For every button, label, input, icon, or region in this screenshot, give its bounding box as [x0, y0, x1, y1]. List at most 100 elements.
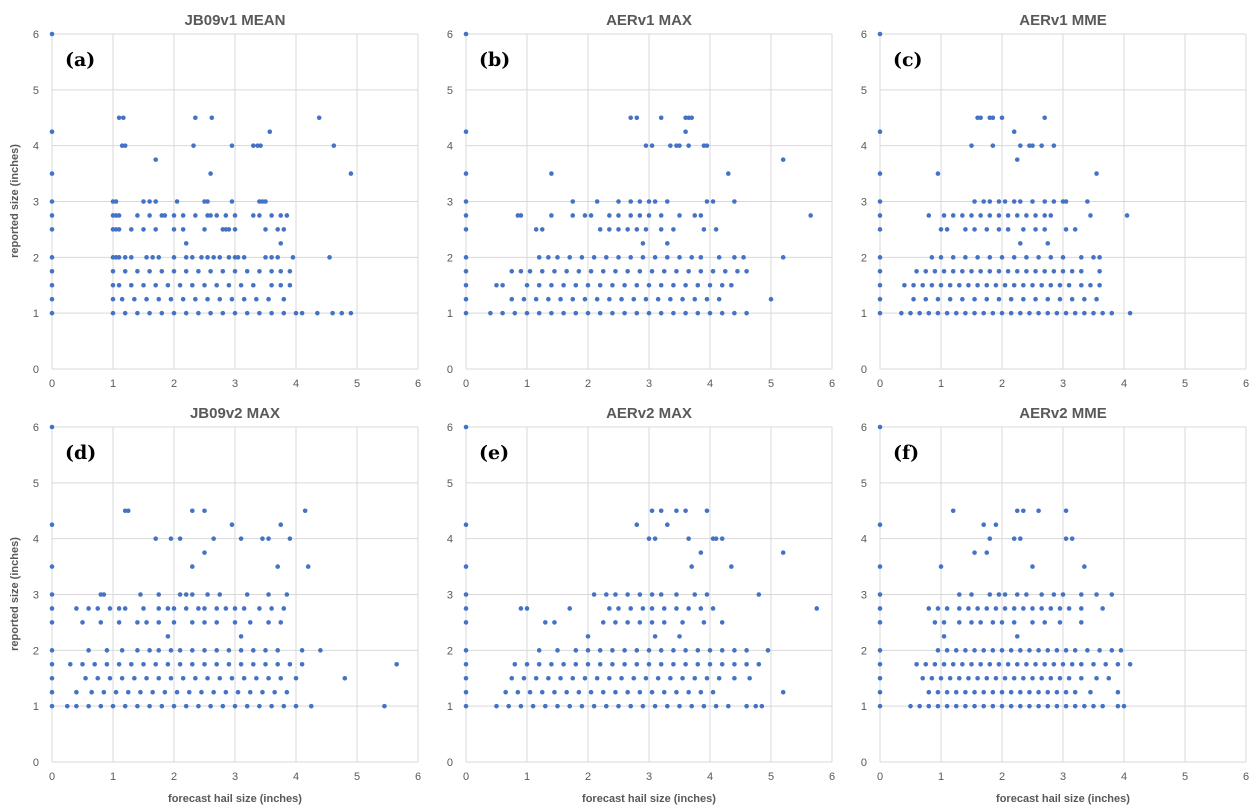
- data-point: [877, 648, 883, 653]
- data-point: [877, 522, 883, 528]
- data-point: [908, 703, 913, 709]
- data-point: [941, 268, 947, 274]
- data-point: [1042, 115, 1047, 121]
- data-point: [1011, 536, 1017, 541]
- data-point: [972, 296, 977, 302]
- data-point: [658, 592, 664, 597]
- data-point: [1018, 199, 1023, 204]
- data-point: [1085, 199, 1090, 204]
- data-point: [1088, 689, 1093, 695]
- data-point: [278, 620, 284, 625]
- data-point: [726, 171, 731, 176]
- data-point: [558, 296, 563, 302]
- data-point: [1097, 648, 1102, 653]
- y-tick-label: 1: [33, 308, 39, 320]
- data-point: [1054, 310, 1060, 316]
- data-point: [911, 296, 916, 302]
- data-point: [616, 703, 621, 709]
- x-tick-label: 2: [585, 378, 591, 390]
- data-point: [1027, 689, 1032, 695]
- data-point: [929, 282, 935, 288]
- data-point: [941, 620, 947, 625]
- data-point: [275, 648, 281, 653]
- data-point: [680, 620, 685, 625]
- data-point: [570, 675, 576, 681]
- data-point: [963, 310, 968, 316]
- data-point: [877, 564, 883, 569]
- data-point: [1033, 268, 1038, 274]
- data-point: [86, 606, 91, 611]
- data-point: [561, 661, 566, 667]
- data-point: [1018, 703, 1023, 709]
- data-point: [732, 661, 737, 667]
- data-point: [923, 268, 929, 274]
- y-tick-label: 6: [33, 29, 39, 41]
- data-point: [1021, 606, 1026, 611]
- data-point: [665, 241, 670, 246]
- data-point: [150, 255, 155, 260]
- data-point: [996, 592, 1002, 597]
- x-tick-label: 3: [646, 378, 652, 390]
- data-point: [533, 227, 539, 232]
- data-point: [1036, 255, 1041, 260]
- data-point: [156, 296, 162, 302]
- data-point: [947, 282, 953, 288]
- data-point: [1063, 310, 1069, 316]
- data-point: [686, 143, 691, 148]
- data-point: [281, 227, 287, 232]
- data-point: [1066, 282, 1072, 288]
- data-point: [141, 661, 146, 667]
- x-axis-label: forecast hail size (inches): [996, 793, 1130, 805]
- data-point: [226, 255, 232, 260]
- data-point: [619, 675, 624, 681]
- data-point: [193, 296, 198, 302]
- data-point: [232, 606, 238, 611]
- data-point: [607, 675, 612, 681]
- data-point: [877, 424, 883, 430]
- data-point: [1024, 213, 1029, 218]
- data-point: [643, 296, 649, 302]
- data-point: [597, 227, 603, 232]
- data-point: [1060, 592, 1066, 597]
- data-point: [518, 606, 524, 611]
- data-point: [1063, 199, 1069, 204]
- data-point: [1094, 296, 1099, 302]
- data-point: [877, 661, 883, 667]
- data-point: [963, 703, 968, 709]
- data-point: [552, 620, 557, 625]
- data-point: [707, 282, 713, 288]
- data-point: [996, 268, 1002, 274]
- data-point: [238, 634, 244, 639]
- data-point: [622, 661, 627, 667]
- data-point: [1057, 675, 1063, 681]
- data-point: [463, 592, 469, 597]
- data-point: [1097, 282, 1102, 288]
- data-point: [546, 255, 551, 260]
- data-point: [183, 592, 189, 597]
- data-point: [1033, 661, 1038, 667]
- data-point: [935, 648, 941, 653]
- data-point: [220, 703, 226, 709]
- data-point: [637, 199, 643, 204]
- data-point: [232, 620, 238, 625]
- data-point: [646, 213, 652, 218]
- data-point: [135, 213, 140, 218]
- data-point: [780, 550, 786, 555]
- data-point: [463, 424, 469, 430]
- data-point: [637, 620, 643, 625]
- data-point: [1039, 143, 1044, 148]
- data-point: [260, 536, 265, 541]
- data-point: [1045, 689, 1051, 695]
- data-point: [628, 213, 633, 218]
- data-point: [990, 648, 996, 653]
- data-point: [1045, 703, 1051, 709]
- data-point: [1005, 661, 1011, 667]
- x-tick-label: 1: [524, 378, 530, 390]
- data-point: [1021, 296, 1026, 302]
- data-point: [110, 703, 116, 709]
- chart-panel-d: 0 1 2 3 4 5 6 0 1 2 3 4 5 6 JB09v2 MAX (d) forecast hail…: [9, 405, 421, 805]
- data-point: [999, 648, 1005, 653]
- data-point: [251, 282, 256, 288]
- data-point: [689, 255, 694, 260]
- data-point: [579, 703, 585, 709]
